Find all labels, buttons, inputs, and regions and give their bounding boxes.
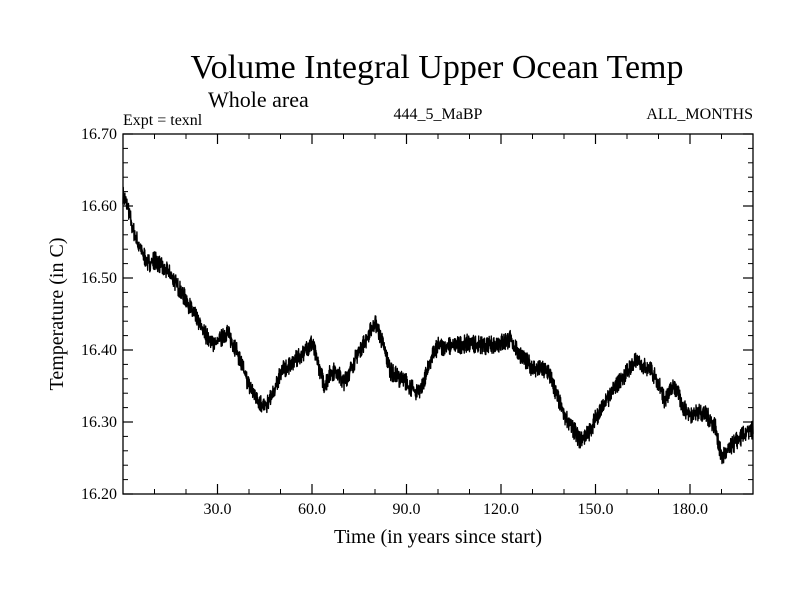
plot-frame	[122, 133, 754, 495]
x-tick-label: 180.0	[672, 501, 708, 518]
chart-subtitle: Whole area	[208, 87, 309, 112]
y-tick-labels: 16.20 16.30 16.40 16.50 16.60 16.70	[81, 126, 117, 503]
series-line	[122, 186, 754, 465]
run-label: 444_5_MaBP	[394, 106, 483, 123]
y-tick-label: 16.50	[81, 270, 117, 287]
chart-title: Volume Integral Upper Ocean Temp	[191, 49, 684, 86]
x-tick-label: 120.0	[483, 501, 519, 518]
y-tick-label: 16.40	[81, 342, 117, 359]
x-tick-labels: 30.0 60.0 90.0 120.0 150.0 180.0	[204, 501, 709, 518]
x-tick-label: 60.0	[298, 501, 326, 518]
y-axis-label: Temperature (in C)	[46, 238, 68, 391]
y-tick-label: 16.20	[81, 486, 117, 503]
x-tick-label: 150.0	[578, 501, 614, 518]
y-tick-label: 16.60	[81, 198, 117, 215]
y-tick-label: 16.70	[81, 126, 117, 143]
x-axis-label: Time (in years since start)	[334, 526, 542, 548]
x-tick-label: 30.0	[204, 501, 232, 518]
axis-ticks	[122, 133, 754, 495]
x-tick-label: 90.0	[393, 501, 421, 518]
months-label: ALL_MONTHS	[646, 106, 753, 123]
y-tick-label: 16.30	[81, 414, 117, 431]
expt-label: Expt = texnl	[123, 112, 203, 129]
